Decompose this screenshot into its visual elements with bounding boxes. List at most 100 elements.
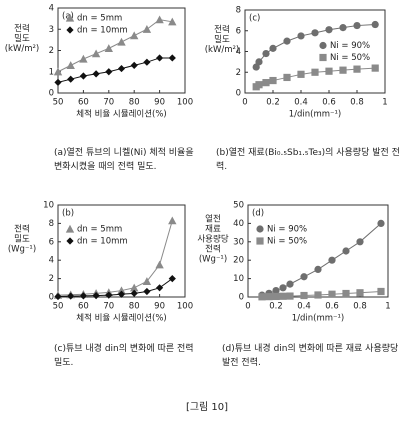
y-tick-label: 2: [49, 274, 54, 284]
marker: [117, 290, 126, 298]
legend-marker: [65, 224, 75, 233]
x-tick-label: 0.6: [322, 98, 336, 108]
marker: [328, 290, 336, 298]
marker: [67, 292, 75, 300]
x-tick-label: 0: [242, 98, 247, 108]
y-tick-label: 40: [233, 219, 244, 229]
marker: [91, 49, 101, 58]
marker: [255, 81, 263, 89]
x-tick-label: 50: [53, 98, 64, 108]
marker: [283, 37, 291, 45]
caption: (d)튜브 내경 din의 변화에 따른 재료 사용량당 발전 전력.: [222, 344, 399, 368]
legend-marker: [66, 237, 74, 245]
marker: [105, 68, 113, 76]
y-tick-label: 4: [236, 47, 241, 57]
x-tick-label: 90: [154, 302, 165, 312]
marker: [262, 49, 270, 58]
marker: [79, 54, 88, 63]
marker: [272, 292, 280, 301]
y-axis-label: 사용량당: [197, 234, 228, 245]
x-axis-label: 1/din(mm⁻¹): [289, 110, 342, 120]
marker: [54, 292, 62, 301]
marker: [130, 61, 138, 69]
panel-label: (c): [249, 14, 260, 24]
legend-label: dn = 10mm: [77, 26, 128, 36]
panel-label: (d): [252, 209, 264, 219]
y-tick-label: 2: [236, 68, 241, 78]
x-tick-label: 70: [103, 302, 114, 312]
marker: [143, 58, 151, 66]
y-tick-label: 10: [233, 274, 244, 284]
y-tick-label: 4: [49, 256, 54, 266]
marker: [342, 247, 350, 255]
x-axis-label: 체적 비율 시뮬레이션(%): [76, 313, 167, 324]
marker: [272, 286, 280, 295]
marker: [54, 78, 62, 86]
y-tick-label: 10: [43, 201, 54, 211]
x-tick-label: 100: [177, 98, 193, 108]
marker: [286, 292, 294, 300]
marker: [79, 292, 87, 300]
legend-label: Ni = 50%: [267, 237, 307, 247]
marker: [283, 73, 291, 82]
series-line: [57, 19, 173, 73]
x-tick-label: 60: [78, 98, 89, 108]
marker: [269, 76, 277, 85]
caption: (a)열전 튜브의 니켈(Ni) 체적 비율을 변화시켰을 때의 전력 밀도.: [54, 148, 194, 172]
x-tick-label: 80: [129, 98, 140, 108]
marker: [262, 79, 270, 87]
y-tick-label: 4: [49, 4, 54, 14]
marker: [142, 277, 152, 285]
y-axis-label: 열전: [205, 214, 221, 225]
marker: [168, 54, 176, 62]
marker: [168, 216, 177, 225]
y-axis-label: 전력: [14, 224, 30, 235]
y-axis-label: (kW/m²): [5, 44, 40, 54]
legend-marker: [65, 13, 75, 22]
y-axis-label: 재료: [205, 225, 221, 235]
marker: [353, 21, 361, 30]
y-axis-label: (kW/m²): [205, 45, 240, 55]
x-tick-label: 1: [382, 98, 387, 108]
marker: [105, 291, 113, 299]
marker: [300, 291, 308, 300]
x-tick-label: 0.8: [350, 98, 364, 108]
panel-label: (a): [62, 12, 74, 22]
y-axis-label: 전력: [14, 23, 30, 34]
marker: [371, 20, 379, 29]
x-tick-label: 0.4: [294, 98, 308, 108]
y-axis-label: 밀도: [214, 34, 230, 45]
marker: [143, 287, 151, 296]
plot-frame: [247, 204, 389, 298]
legend-marker: [256, 237, 264, 245]
marker: [311, 68, 319, 76]
legend-marker: [319, 53, 327, 62]
legend-label: Ni = 90%: [330, 41, 370, 51]
marker: [300, 273, 308, 281]
legend-label: Ni = 50%: [330, 53, 370, 63]
x-tick-label: 50: [53, 302, 64, 312]
legend-label: dn = 5mm: [77, 14, 122, 24]
marker: [79, 72, 87, 80]
marker: [279, 284, 287, 292]
panel-label: (b): [62, 209, 74, 219]
x-tick-label: 0.2: [266, 98, 280, 108]
x-tick-label: 0.6: [325, 302, 339, 312]
marker: [286, 280, 294, 288]
marker: [258, 293, 266, 301]
y-axis-label: 전력: [205, 244, 221, 255]
y-tick-label: 1: [49, 67, 54, 77]
marker: [325, 67, 333, 75]
legend-label: dn = 10mm: [77, 237, 128, 247]
marker: [67, 75, 75, 83]
marker: [130, 289, 138, 297]
y-axis-label: (Wg⁻¹): [199, 255, 227, 265]
marker: [142, 25, 152, 33]
y-tick-label: 0: [49, 89, 54, 99]
legend-marker: [319, 41, 327, 50]
marker: [104, 44, 113, 52]
caption: (b)열전 재료(Bi₀.₅Sb₁.₅Te₃)의 사용량당 발전 전력.: [216, 148, 400, 172]
marker: [255, 58, 263, 66]
marker: [168, 17, 177, 26]
